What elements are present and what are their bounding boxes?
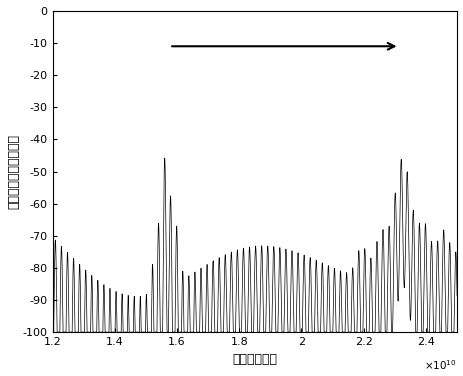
X-axis label: 頻率（赫兹）: 頻率（赫兹） bbox=[232, 353, 277, 365]
Y-axis label: 射频信号功率（分贝）: 射频信号功率（分贝） bbox=[7, 134, 20, 209]
Text: $\times 10^{10}$: $\times 10^{10}$ bbox=[423, 358, 456, 371]
